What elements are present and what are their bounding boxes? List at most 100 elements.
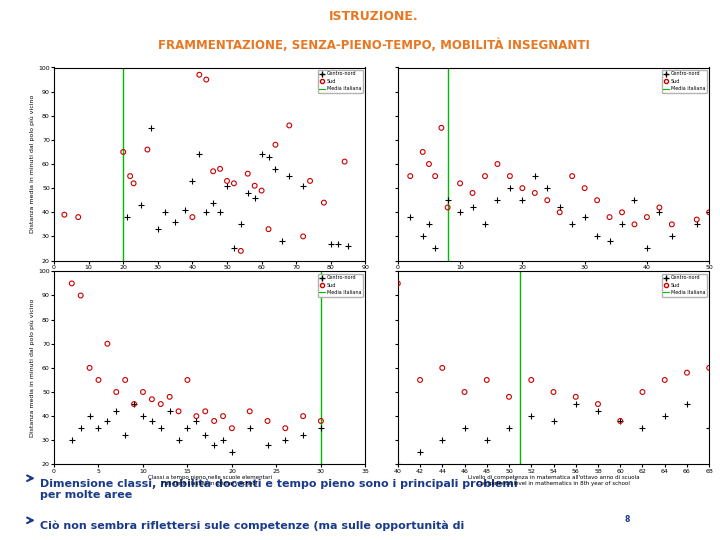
Point	[504, 184, 516, 192]
Point	[244, 407, 256, 416]
Point	[270, 165, 282, 173]
Point	[405, 172, 416, 180]
Point	[173, 407, 184, 416]
Point	[567, 220, 578, 228]
Point	[199, 431, 211, 440]
Text: FRAMMENTAZIONE, SENZA-PIENO-TEMPO, MOBILITÀ INSEGNANTI: FRAMMENTAZIONE, SENZA-PIENO-TEMPO, MOBIL…	[158, 39, 590, 52]
Point	[111, 388, 122, 396]
X-axis label: Livello di competenza in matematica all'ottavo anno di scuola
Competence level i: Livello di competenza in matematica all'…	[468, 475, 639, 486]
Point	[228, 179, 240, 187]
Text: Dimensione classi, mobilità docenti e tempo pieno sono i principali problemi
per: Dimensione classi, mobilità docenti e te…	[40, 478, 518, 501]
Point	[659, 376, 670, 384]
Point	[654, 208, 665, 217]
Point	[604, 237, 616, 246]
Point	[517, 196, 528, 205]
Point	[145, 124, 157, 132]
Point	[221, 177, 233, 185]
Point	[339, 157, 351, 166]
Point	[554, 203, 565, 212]
Point	[215, 165, 226, 173]
Point	[120, 376, 131, 384]
Point	[417, 232, 428, 241]
Point	[208, 417, 220, 426]
Point	[591, 232, 603, 241]
Point	[117, 147, 129, 156]
Point	[636, 388, 648, 396]
Point	[467, 188, 478, 197]
Point	[315, 424, 327, 433]
Point	[226, 424, 238, 433]
Point	[454, 208, 466, 217]
Point	[276, 237, 288, 246]
Point	[436, 124, 447, 132]
Point	[228, 244, 240, 253]
Point	[164, 393, 176, 401]
Point	[392, 279, 404, 288]
Point	[579, 184, 590, 192]
Point	[284, 172, 295, 180]
Point	[199, 407, 211, 416]
Legend: Centro-nord, Sud, Media italiana: Centro-nord, Sud, Media italiana	[318, 70, 363, 93]
Point	[636, 424, 648, 433]
Point	[173, 436, 184, 444]
Point	[249, 181, 261, 190]
Point	[529, 172, 541, 180]
Point	[666, 220, 678, 228]
Point	[84, 363, 95, 372]
Point	[504, 172, 516, 180]
Point	[102, 417, 113, 426]
Point	[442, 196, 454, 205]
Point	[392, 460, 404, 469]
X-axis label: Tasso di mobilità degli insegnanti nelle scuole medie: Tasso di mobilità degli insegnanti nelle…	[481, 271, 626, 276]
Point	[159, 208, 171, 217]
Point	[155, 400, 166, 408]
Legend: Centro-nord, Sud, Media italiana: Centro-nord, Sud, Media italiana	[662, 70, 707, 93]
Point	[517, 184, 528, 192]
Text: Ciò non sembra riflettersi sule competenze (ma sulle opportunità di: Ciò non sembra riflettersi sule competen…	[40, 521, 464, 531]
Point	[423, 160, 435, 168]
Point	[297, 232, 309, 241]
Point	[102, 340, 113, 348]
Point	[414, 448, 426, 457]
Point	[138, 388, 149, 396]
Point	[567, 172, 578, 180]
Point	[614, 417, 626, 426]
Point	[436, 436, 448, 444]
Point	[526, 412, 537, 421]
Point	[305, 177, 316, 185]
Point	[186, 177, 198, 185]
Point	[263, 225, 274, 233]
Point	[66, 279, 78, 288]
Point	[454, 179, 466, 187]
Point	[541, 184, 553, 192]
Point	[467, 203, 478, 212]
Point	[66, 436, 78, 444]
Point	[262, 441, 274, 449]
X-axis label: % Classi con meno di 15 studenti nelle scuole elementari: % Classi con meno di 15 studenti nelle s…	[131, 271, 289, 276]
Point	[217, 436, 229, 444]
Point	[128, 179, 140, 187]
Point	[169, 218, 181, 226]
Point	[591, 196, 603, 205]
Point	[138, 412, 149, 421]
Legend: Centro-nord, Sud, Media italiana: Centro-nord, Sud, Media italiana	[662, 274, 707, 296]
Point	[570, 393, 582, 401]
Point	[226, 448, 238, 457]
Point	[659, 412, 670, 421]
Point	[200, 75, 212, 84]
Point	[235, 247, 246, 255]
Point	[235, 220, 246, 228]
Point	[58, 211, 70, 219]
Point	[297, 181, 309, 190]
Point	[429, 172, 441, 180]
Point	[315, 417, 327, 426]
Point	[481, 376, 492, 384]
Point	[270, 140, 282, 149]
Point	[217, 412, 229, 421]
Point	[423, 220, 435, 228]
Point	[703, 208, 715, 217]
Point	[593, 407, 604, 416]
Point	[691, 215, 703, 224]
Point	[325, 239, 336, 248]
Point	[191, 412, 202, 421]
